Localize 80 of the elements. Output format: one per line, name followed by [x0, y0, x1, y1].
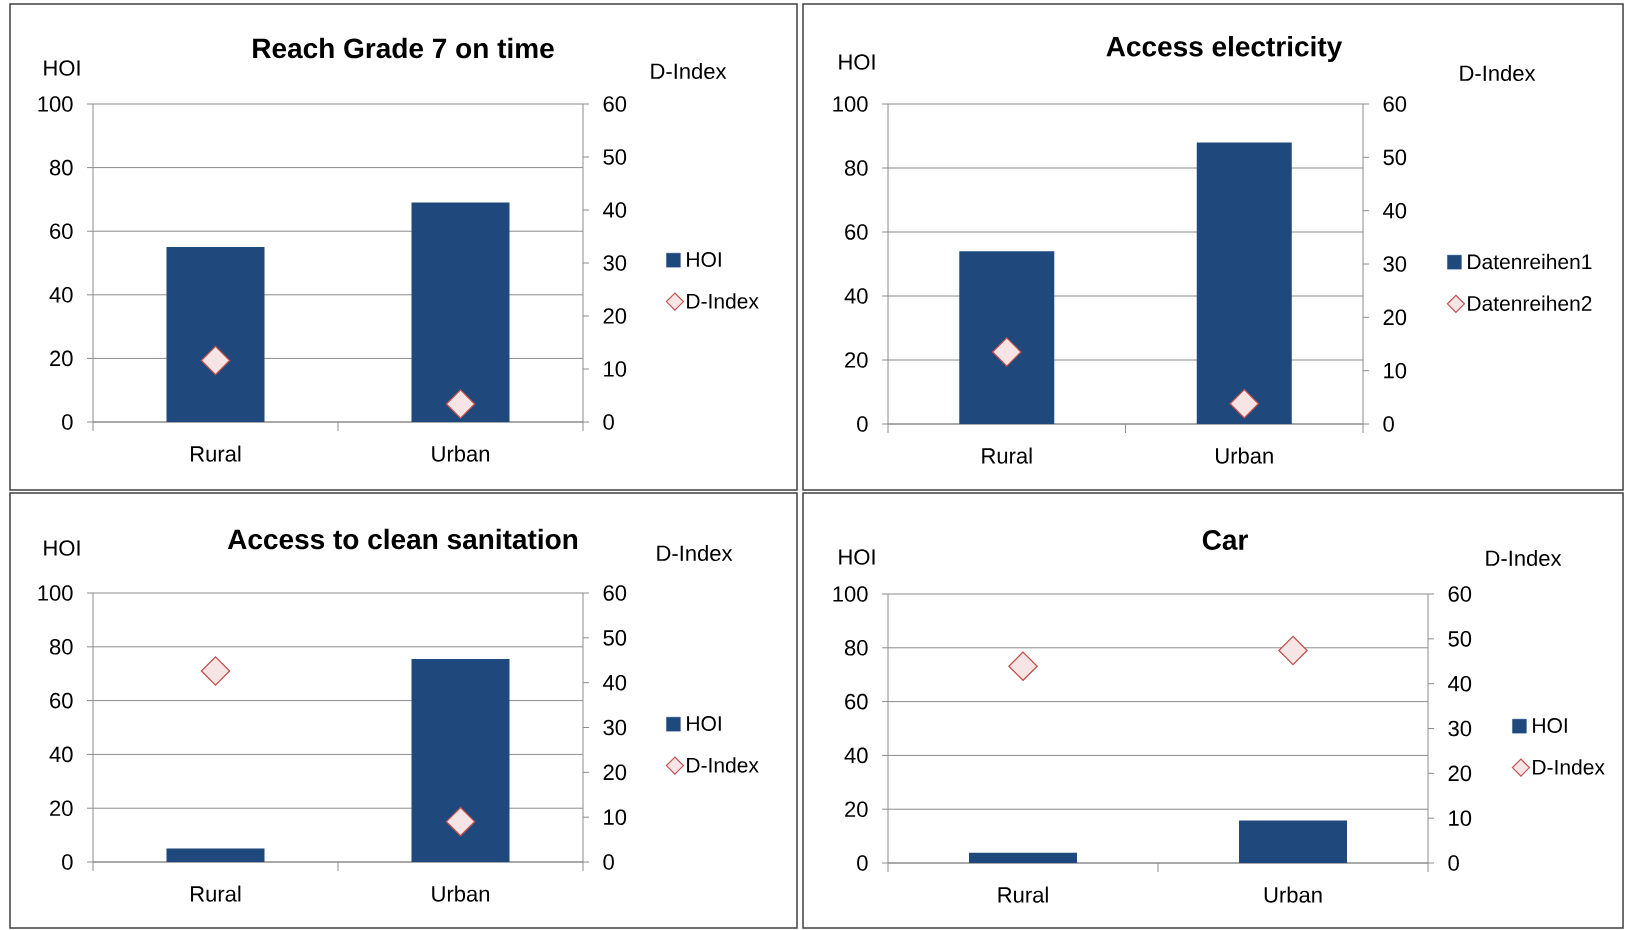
legend-label: HOI [687, 716, 721, 731]
y-tick-label: 0 [62, 414, 73, 430]
y-tick-label: 80 [49, 159, 73, 176]
y-tick-label: 20 [845, 801, 868, 817]
x-tick-label: Rural [982, 447, 1032, 464]
y-tick-label: 40 [49, 746, 73, 763]
x-tick-label: Rural [998, 886, 1048, 903]
y-tick-label: 40 [844, 747, 868, 764]
y2-tick-label: 30 [1448, 720, 1472, 737]
y-tick-label: 80 [49, 639, 73, 655]
legend-label: HOI [687, 252, 721, 267]
y2-tick-label: 40 [1448, 675, 1472, 692]
y2-tick-label: 20 [603, 764, 627, 781]
y-tick-label: 100 [38, 585, 73, 601]
y2-tick-label: 10 [604, 361, 627, 377]
y2-tick-label: 60 [603, 96, 627, 112]
y2-tick-label: 60 [603, 585, 627, 601]
y2-tick-label: 50 [603, 630, 627, 646]
x-tick-label: Urban [1216, 447, 1273, 464]
y-tick-label: 0 [62, 854, 73, 870]
y-axis-title: HOI [839, 54, 875, 70]
y2-tick-label: 10 [1384, 362, 1407, 379]
y-tick-label: 60 [50, 223, 73, 239]
x-tick-label: Urban [432, 445, 490, 462]
y-tick-label: 0 [857, 416, 868, 432]
y2-tick-label: 20 [603, 308, 627, 324]
x-tick-label: Urban [432, 885, 490, 902]
y2-tick-label: 50 [1448, 631, 1472, 647]
chart-title: Access electricity [1106, 35, 1343, 63]
y2-tick-label: 40 [603, 674, 627, 691]
legend-label: Datenreihen1 [1468, 253, 1592, 270]
y-tick-label: 20 [50, 350, 73, 367]
y2-tick-label: 20 [1448, 765, 1472, 782]
legend-label: HOI [1533, 718, 1567, 733]
y2-tick-label: 0 [1383, 416, 1394, 432]
y-tick-label: 100 [38, 96, 73, 112]
y2-tick-label: 40 [603, 202, 627, 218]
y2-tick-label: 0 [603, 414, 614, 430]
y-tick-label: 60 [845, 693, 868, 710]
y-tick-label: 20 [845, 352, 868, 368]
y2-tick-label: 60 [1448, 586, 1472, 602]
x-tick-label: Rural [191, 885, 241, 902]
y2-tick-label: 30 [603, 719, 627, 736]
y2-tick-label: 50 [1383, 149, 1407, 166]
y-tick-label: 60 [50, 692, 73, 709]
x-tick-label: Rural [191, 445, 241, 462]
y-tick-label: 100 [833, 96, 868, 112]
x-tick-label: Urban [1264, 886, 1322, 903]
y-tick-label: 0 [857, 855, 868, 871]
chart-title: Car [1202, 530, 1248, 550]
y2-tick-label: 10 [1449, 810, 1472, 826]
y2-axis-title: D-Index [1486, 549, 1562, 567]
y-tick-label: 80 [844, 640, 868, 656]
y-axis-title: HOI [839, 549, 875, 565]
y2-tick-label: 40 [1383, 202, 1407, 219]
y-tick-label: 100 [833, 586, 868, 602]
y-tick-label: 20 [50, 800, 73, 816]
y2-tick-label: 30 [603, 255, 627, 271]
y-tick-label: 40 [844, 288, 868, 304]
chart-title: Access to clean sanitation [227, 528, 578, 550]
legend-label: D-Index [1533, 759, 1605, 775]
chart-title: Reach Grade 7 on time [253, 37, 554, 59]
y2-tick-label: 30 [1383, 256, 1407, 272]
y2-axis-title: D-Index [1460, 64, 1536, 82]
y2-axis-title: D-Index [651, 62, 727, 80]
y-tick-label: 40 [49, 287, 73, 303]
y-tick-label: 80 [844, 160, 868, 176]
y-axis-title: HOI [44, 540, 80, 556]
y-axis-title: HOI [44, 60, 80, 76]
y2-tick-label: 20 [1383, 309, 1407, 326]
y2-tick-label: 50 [603, 149, 627, 165]
y2-tick-label: 10 [604, 809, 627, 825]
y2-tick-label: 0 [603, 854, 614, 870]
legend-label: D-Index [687, 757, 759, 773]
legend-label: Datenreihen2 [1468, 295, 1592, 311]
legend-label: D-Index [687, 293, 759, 309]
y2-axis-title: D-Index [657, 544, 733, 562]
y2-tick-label: 60 [1383, 96, 1407, 112]
y2-tick-label: 0 [1448, 855, 1459, 871]
y-tick-label: 60 [845, 224, 868, 240]
